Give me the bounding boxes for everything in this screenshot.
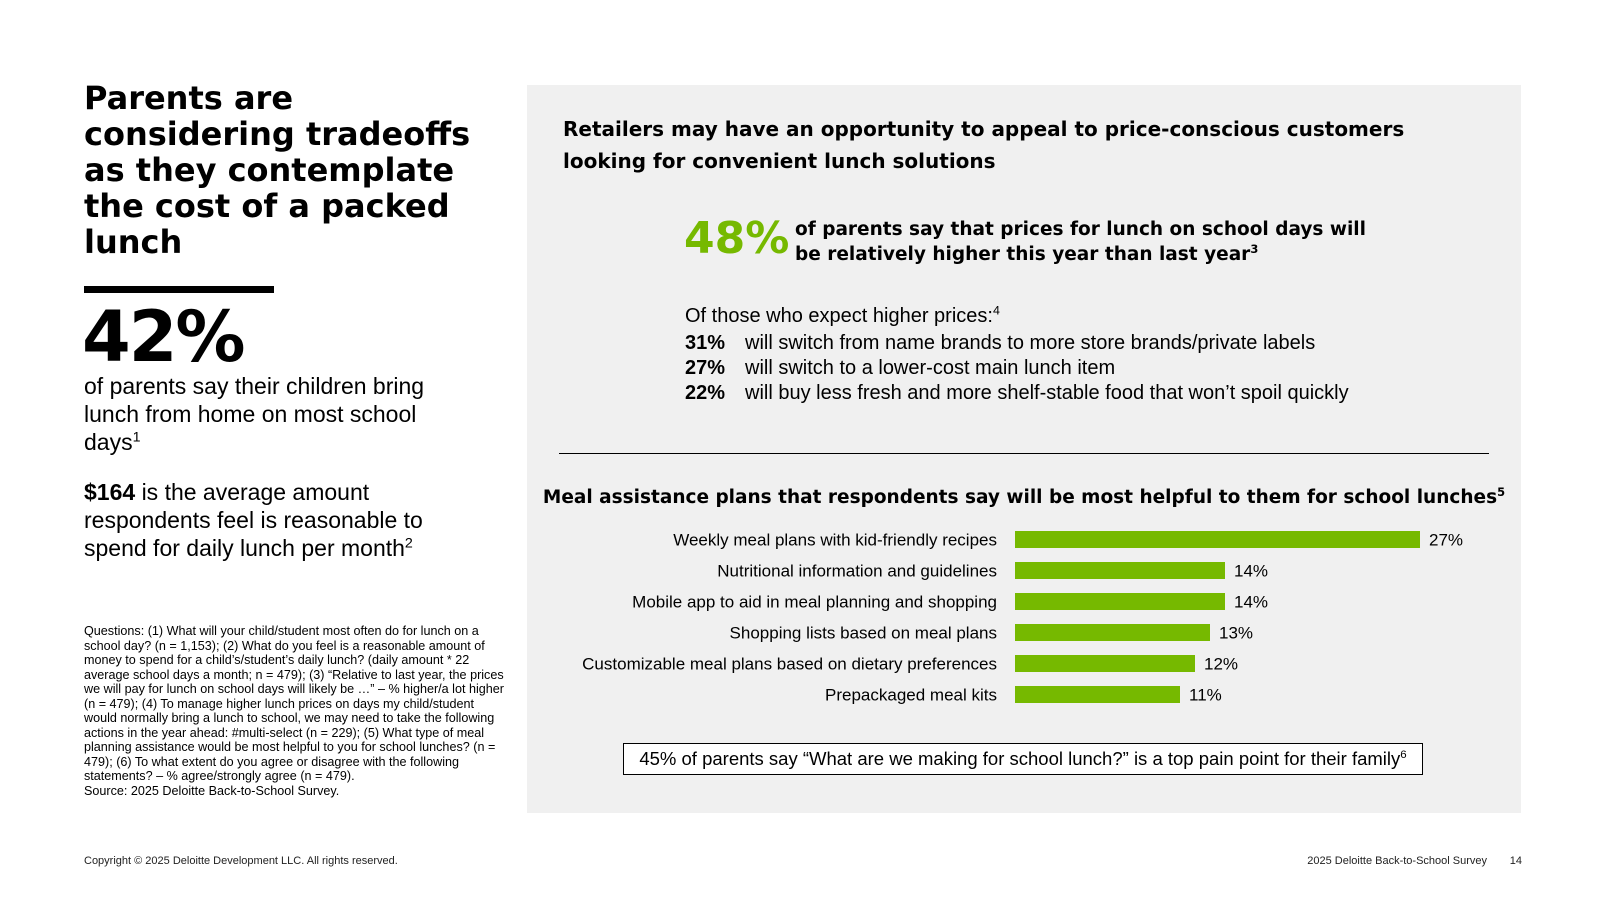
accent-divider [84,286,274,293]
bar-value-label: 14% [1234,562,1268,581]
higher-prices-heading-text: Of those who expect higher prices: [685,305,993,327]
list-item: 22% will buy less fresh and more shelf-s… [685,381,1405,406]
big-stat-description: of parents say their children bring lunc… [84,372,464,456]
list-item-text: will switch to a lower-cost main lunch i… [745,357,1116,379]
price-stat-text: of parents say that prices for lunch on … [795,219,1366,265]
page-number: 14 [1509,855,1522,867]
big-stat-text: of parents say their children bring lunc… [84,373,425,455]
bar [1015,655,1195,672]
bar [1015,562,1225,579]
panel-title: Retailers may have an opportunity to app… [563,117,1405,173]
category-label: Mobile app to aid in meal planning and s… [632,593,997,612]
list-item: 31% will switch from name brands to more… [685,331,1405,356]
footnote-ref-5: 5 [1497,484,1506,499]
average-amount-statement: $164 is the average amount respondents f… [84,478,464,562]
list-item-percent: 22% [685,382,726,404]
list-item-text: will switch from name brands to more sto… [745,332,1316,354]
insight-panel: Retailers may have an opportunity to app… [527,85,1521,813]
bar [1015,686,1180,703]
footnote-source: Source: 2025 Deloitte Back-to-School Sur… [84,783,340,798]
bar-value-label: 14% [1234,593,1268,612]
category-label: Customizable meal plans based on dietary… [582,655,997,674]
price-stat-description: of parents say that prices for lunch on … [795,217,1395,267]
callout-text: 45% of parents say “What are we making f… [639,748,1401,769]
footnote-ref-6: 6 [1400,748,1407,761]
average-amount-value: $164 [84,479,136,505]
footnote-questions: Questions: (1) What will your child/stud… [84,624,504,783]
category-label: Nutritional information and guidelines [717,562,997,581]
chart-title: Meal assistance plans that respondents s… [527,485,1521,511]
higher-prices-list: 31% will switch from name brands to more… [685,331,1405,406]
footnote-ref-4: 4 [992,303,1000,318]
bar-value-label: 11% [1189,686,1222,705]
higher-prices-heading: Of those who expect higher prices:4 [685,303,1000,329]
category-label: Shopping lists based on meal plans [730,624,997,643]
page-title: Parents are considering tradeoffs as the… [84,79,471,261]
bar-value-label: 27% [1429,531,1463,550]
copyright: Copyright © 2025 Deloitte Development LL… [84,855,398,867]
list-item-percent: 27% [685,357,726,379]
list-item-text: will buy less fresh and more shelf-stabl… [745,382,1349,404]
footer-survey-name: 2025 Deloitte Back-to-School Survey [1307,855,1487,867]
list-item: 27% will switch to a lower-cost main lun… [685,356,1405,381]
average-amount-text: is the average amount respondents feel i… [84,479,423,561]
meal-assistance-bar-chart: Weekly meal plans with kid-friendly reci… [582,531,1463,705]
price-stat-value: 48% [684,213,790,264]
footnote-ref-3: 3 [1250,241,1259,256]
category-label: Prepackaged meal kits [825,686,997,705]
bar [1015,593,1225,610]
pain-point-callout: 45% of parents say “What are we making f… [623,743,1423,775]
footnotes: Questions: (1) What will your child/stud… [84,624,509,798]
bar-value-label: 13% [1219,624,1253,643]
panel-divider [559,453,1489,454]
footnote-ref-1: 1 [132,429,141,446]
bar [1015,531,1420,548]
list-item-percent: 31% [685,332,726,354]
footnote-ref-2: 2 [404,535,413,552]
big-stat-value: 42% [82,296,246,378]
bar [1015,624,1210,641]
bar-value-label: 12% [1204,655,1238,674]
category-label: Weekly meal plans with kid-friendly reci… [673,531,997,550]
chart-title-text: Meal assistance plans that respondents s… [542,487,1498,508]
